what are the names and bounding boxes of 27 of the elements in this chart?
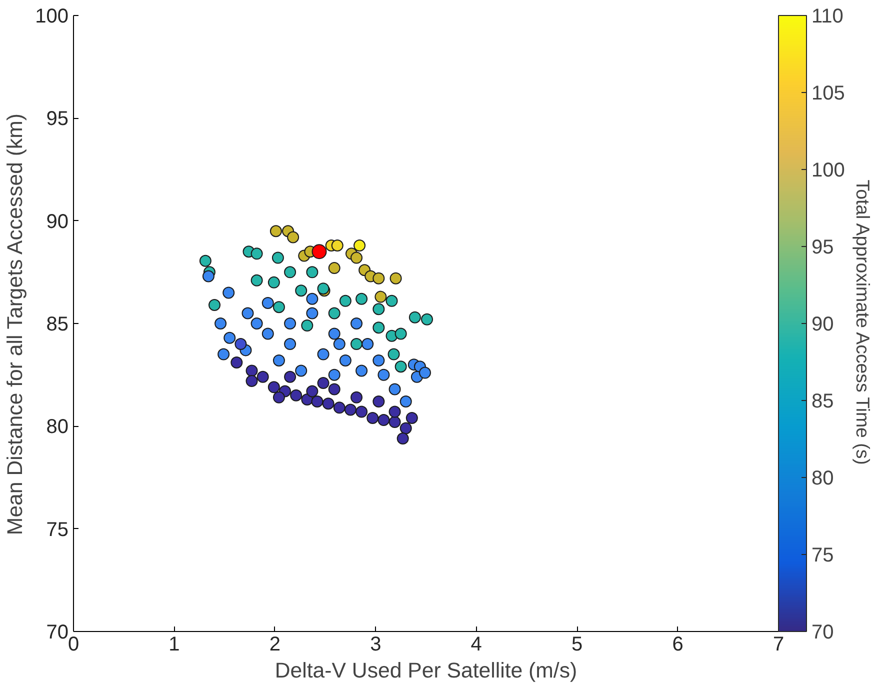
- color-bar-label: 70: [812, 622, 834, 644]
- x-tick-label: 3: [370, 634, 382, 656]
- y-tick-label: 80: [46, 416, 69, 438]
- color-bar-label: 105: [812, 82, 845, 104]
- y-tick-label: 70: [46, 622, 69, 644]
- y-tick-label: 100: [35, 6, 69, 28]
- color-bar-label: 95: [812, 236, 834, 258]
- x-axis-title: Delta-V Used Per Satellite (m/s): [274, 658, 578, 682]
- y-axis-title: Mean Distance for all Targets Accessed (km): [3, 113, 28, 536]
- color-bar-label: 110: [812, 6, 844, 28]
- color-bar-label: 75: [812, 544, 834, 566]
- color-bar-title: Total Approximate Access Time (s): [852, 180, 874, 465]
- y-tick-label: 95: [46, 108, 69, 130]
- x-tick-label: 0: [68, 634, 80, 656]
- color-bar-label: 90: [812, 314, 834, 336]
- color-bar-label: 80: [812, 468, 834, 490]
- x-tick-label: 1: [168, 634, 180, 656]
- y-tick-label: 75: [46, 518, 69, 541]
- x-tick-label: 7: [772, 634, 784, 656]
- y-tick-label: 85: [46, 314, 69, 336]
- y-tick-label: 90: [46, 210, 69, 233]
- x-tick-label: 6: [672, 634, 684, 656]
- color-bar-label: 100: [812, 160, 845, 182]
- color-bar-label: 85: [812, 390, 834, 412]
- x-tick-label: 2: [269, 634, 280, 656]
- x-tick-label: 4: [470, 634, 482, 656]
- x-tick-label: 5: [572, 634, 583, 656]
